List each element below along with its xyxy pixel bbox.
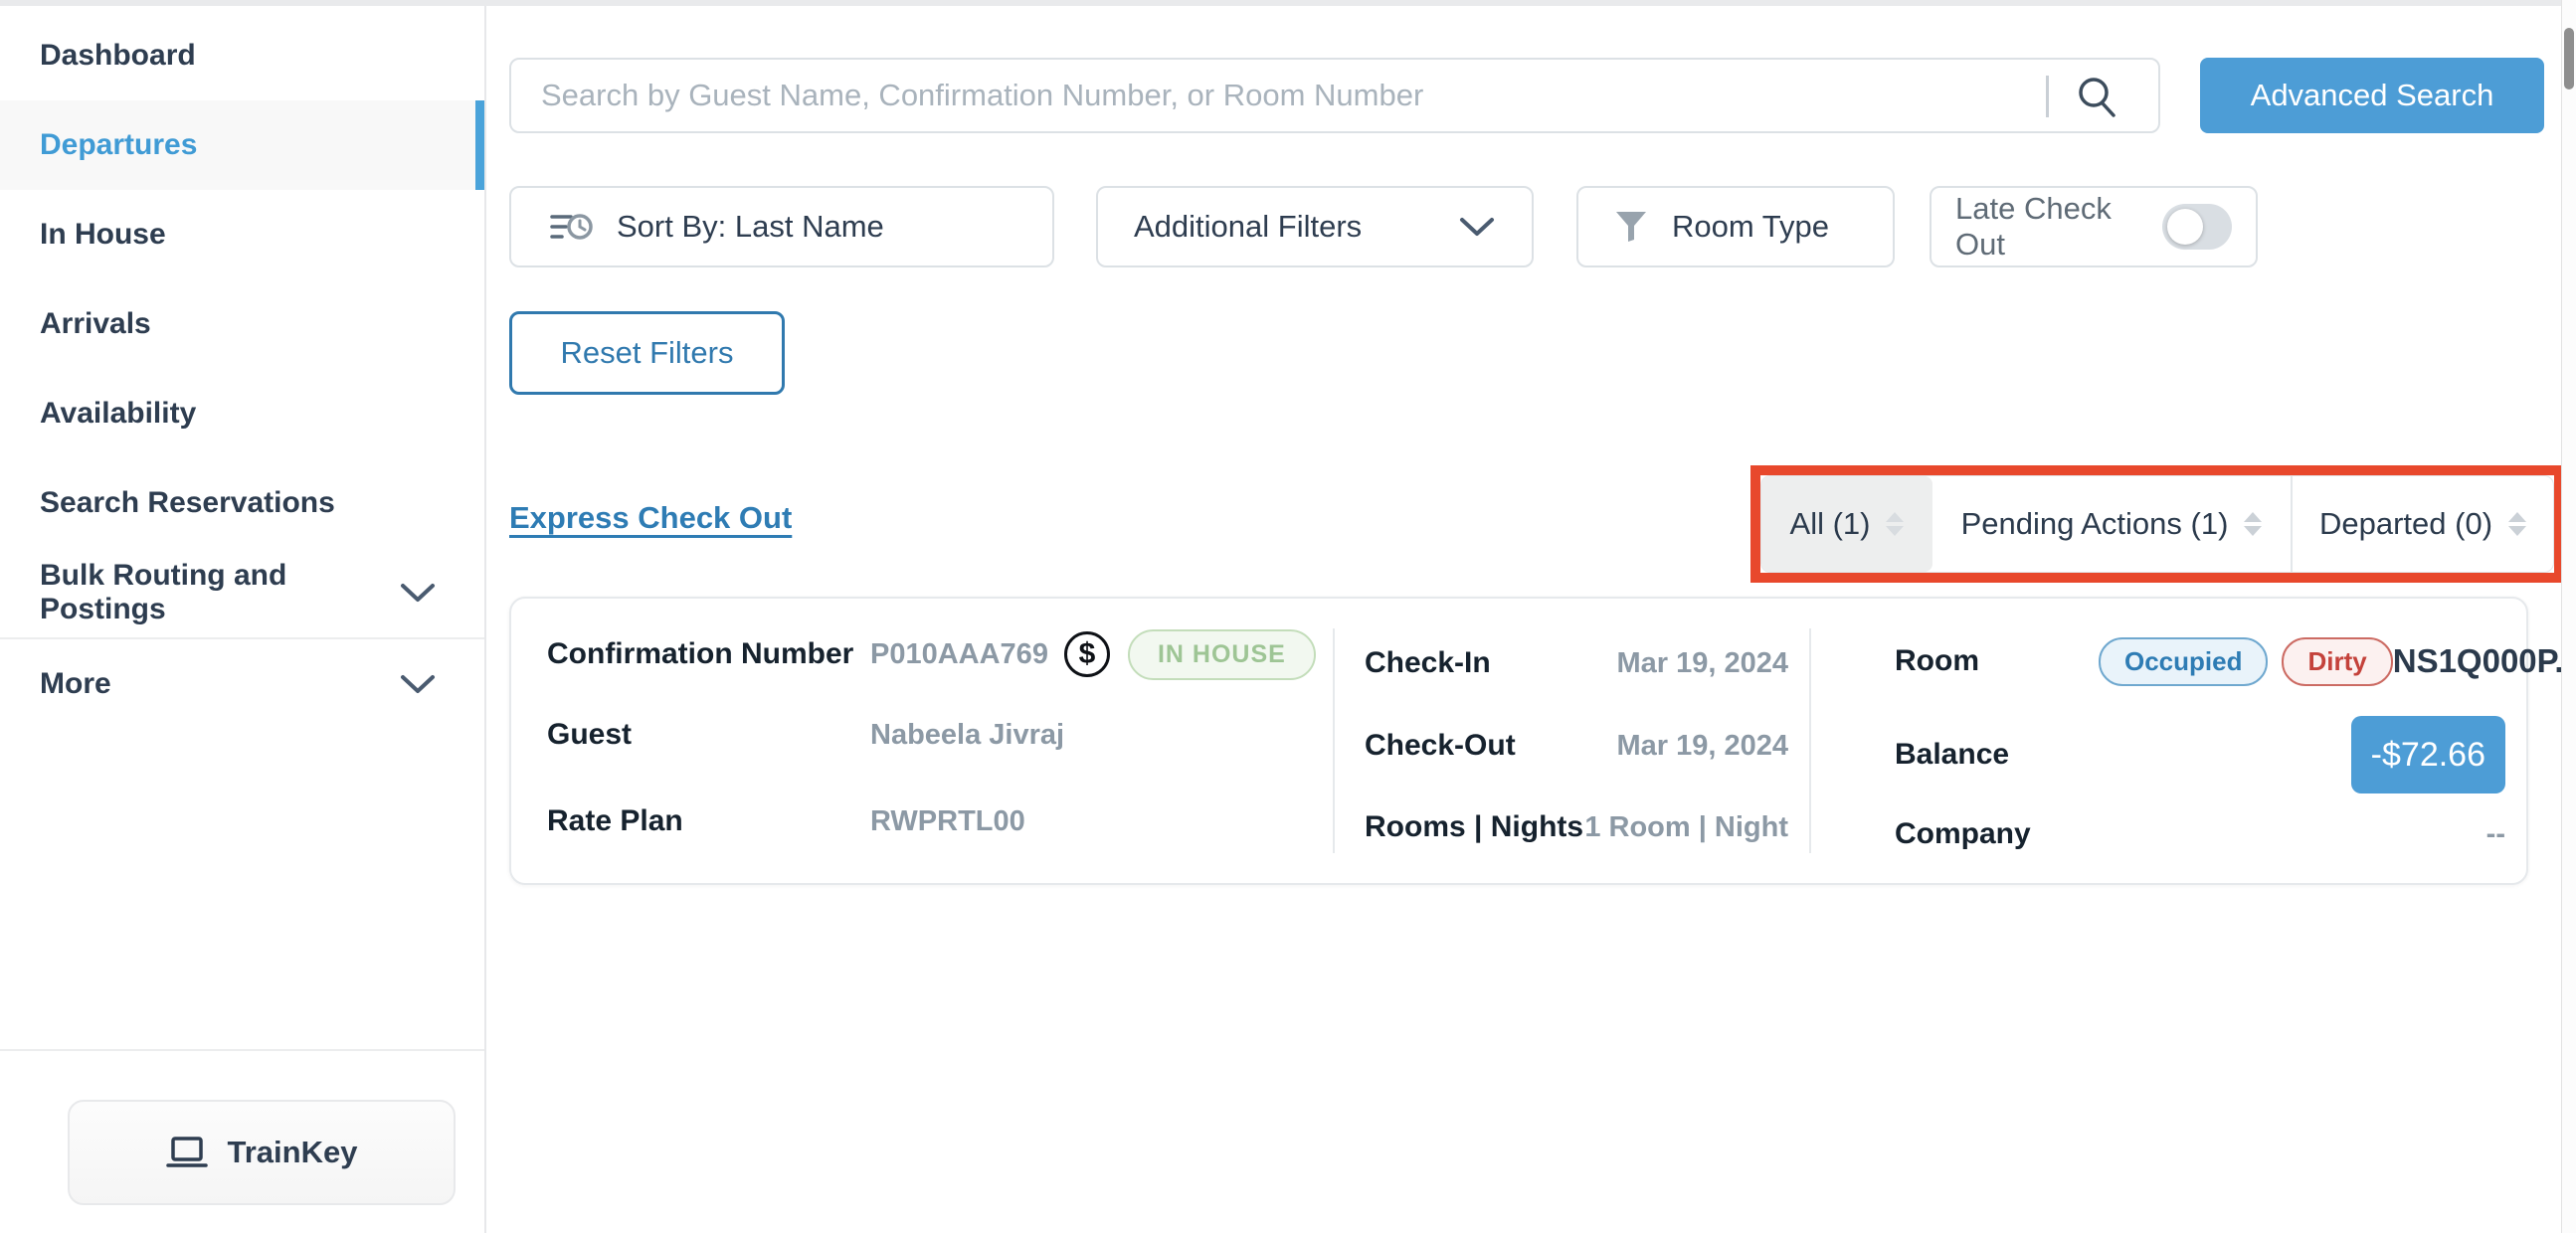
confirmation-number-value: P010AAA769 <box>870 637 1048 670</box>
laptop-icon <box>165 1137 208 1167</box>
confirmation-number-label: Confirmation Number <box>547 637 854 670</box>
guest-label: Guest <box>547 718 633 751</box>
sidebar-item-arrivals[interactable]: Arrivals <box>40 307 151 340</box>
late-check-out-label: Late Check Out <box>1955 191 2112 262</box>
sort-by-control[interactable]: Sort By: Last Name <box>509 186 1054 267</box>
funnel-icon <box>1616 212 1646 242</box>
sort-by-label: Sort By: Last Name <box>617 209 884 244</box>
sidebar-divider <box>0 637 484 639</box>
rooms-nights-label: Rooms | Nights <box>1365 810 1584 843</box>
chevron-down-icon <box>401 675 435 693</box>
top-edge-strip <box>0 0 2576 6</box>
express-check-out-link[interactable]: Express Check Out <box>509 500 793 535</box>
rate-plan-value: RWPRTL00 <box>870 804 1025 837</box>
sidebar: Dashboard Departures In House Arrivals A… <box>0 6 486 1233</box>
sort-by-time-icon <box>550 214 593 240</box>
room-type-label: Room Type <box>1672 209 1829 244</box>
reset-filters-button[interactable]: Reset Filters <box>509 311 785 395</box>
search-icon[interactable] <box>2073 74 2120 121</box>
search-box <box>509 58 2160 133</box>
sort-arrows-icon[interactable] <box>1886 512 1905 536</box>
chevron-down-icon <box>401 584 435 602</box>
additional-filters-label: Additional Filters <box>1134 209 1363 244</box>
sidebar-item-departures[interactable]: Departures <box>0 100 484 190</box>
scrollbar-track[interactable] <box>2561 0 2576 1233</box>
dollar-icon[interactable]: $ <box>1063 631 1110 677</box>
sidebar-item-more[interactable]: More <box>0 639 484 729</box>
additional-filters-dropdown[interactable]: Additional Filters <box>1096 186 1534 267</box>
search-divider <box>2046 76 2049 117</box>
sidebar-divider <box>0 1049 484 1051</box>
guest-value: Nabeela Jivraj <box>870 718 1065 751</box>
check-in-label: Check-In <box>1365 646 1491 679</box>
company-value: -- <box>2485 817 2505 850</box>
company-label: Company <box>1895 817 2031 850</box>
room-occupied-badge: Occupied <box>2099 636 2269 686</box>
departures-tab-bar: All (1) Pending Actions (1) Departed (0) <box>1760 475 2554 573</box>
sort-arrows-icon[interactable] <box>2244 512 2263 536</box>
sidebar-item-in-house[interactable]: In House <box>40 218 166 251</box>
room-label: Room <box>1895 644 1979 677</box>
check-out-label: Check-Out <box>1365 729 1516 762</box>
late-check-out-toggle[interactable] <box>2162 204 2232 250</box>
advanced-search-button[interactable]: Advanced Search <box>2200 58 2544 133</box>
sidebar-item-bulk-routing[interactable]: Bulk Routing and Postings <box>0 548 484 637</box>
balance-button[interactable]: -$72.66 <box>2350 716 2505 793</box>
rooms-nights-value: 1 Room | Night <box>1584 810 1788 843</box>
check-in-value: Mar 19, 2024 <box>1616 646 1788 679</box>
in-house-status-badge: IN HOUSE <box>1127 628 1316 680</box>
balance-label: Balance <box>1895 738 2010 771</box>
card-divider <box>1809 628 1811 853</box>
trainkey-button[interactable]: TrainKey <box>68 1100 456 1205</box>
scrollbar-thumb[interactable] <box>2564 28 2574 89</box>
sidebar-item-availability[interactable]: Availability <box>40 397 197 430</box>
room-type-filter[interactable]: Room Type <box>1576 186 1895 267</box>
late-check-out-control: Late Check Out <box>1930 186 2258 267</box>
trainkey-label: TrainKey <box>227 1135 358 1169</box>
tab-departed[interactable]: Departed (0) <box>2291 476 2553 572</box>
tab-pending-actions[interactable]: Pending Actions (1) <box>1932 476 2291 572</box>
annotation-highlight-box: All (1) Pending Actions (1) Departed (0) <box>1750 465 2564 583</box>
sidebar-item-dashboard[interactable]: Dashboard <box>40 39 196 72</box>
tab-all[interactable]: All (1) <box>1761 476 1932 572</box>
room-dirty-badge: Dirty <box>2282 636 2393 686</box>
rate-plan-label: Rate Plan <box>547 804 683 837</box>
sort-arrows-icon[interactable] <box>2508 512 2527 536</box>
reservation-card[interactable]: Confirmation Number P010AAA769 $ IN HOUS… <box>509 597 2576 885</box>
sidebar-item-search-reservations[interactable]: Search Reservations <box>40 486 335 519</box>
search-input[interactable] <box>511 60 2158 131</box>
room-number-value: NS1Q000P... <box>2392 642 2576 679</box>
card-divider <box>1333 628 1335 853</box>
chevron-down-icon <box>1460 218 1494 236</box>
check-out-value: Mar 19, 2024 <box>1616 729 1788 762</box>
